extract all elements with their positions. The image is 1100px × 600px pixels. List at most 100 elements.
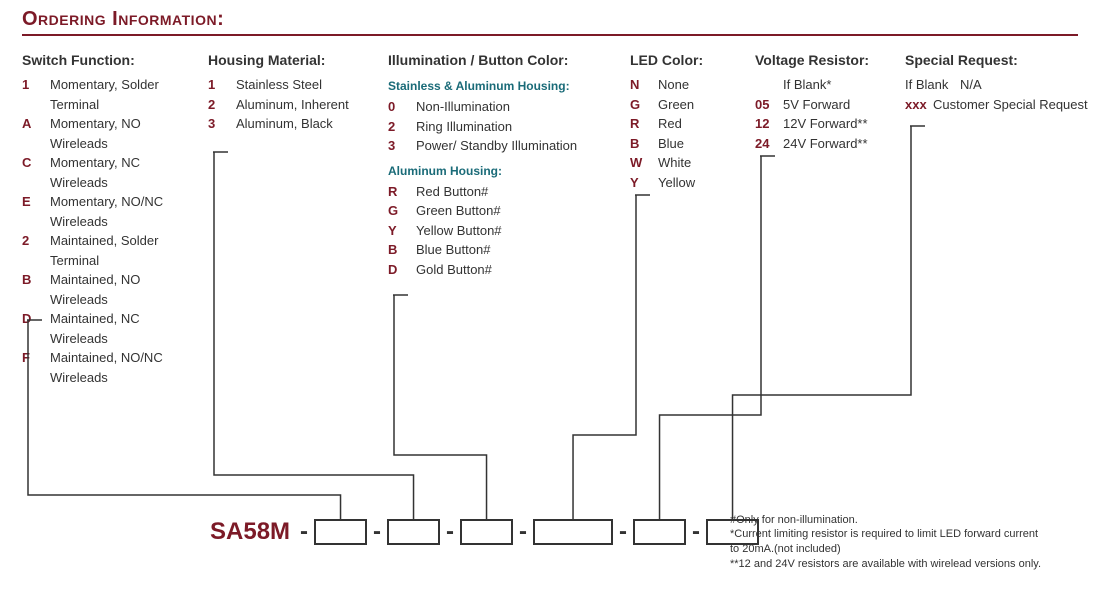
column-voltage-resistor: Voltage Resistor:If Blank*055V Forward12…	[755, 50, 895, 153]
option-row: 1212V Forward**	[755, 114, 895, 134]
option-label: If Blank*	[783, 75, 895, 95]
option-label: Maintained, NO Wireleads	[50, 270, 187, 309]
option-code: 3	[388, 136, 416, 156]
option-label: Momentary, NC Wireleads	[50, 153, 187, 192]
part-box-4	[533, 519, 613, 545]
option-row: DGold Button#	[388, 260, 613, 280]
option-row: BMaintained, NO Wireleads	[22, 270, 187, 309]
page-title: Ordering Information:	[22, 8, 224, 31]
option-label: Red Button#	[416, 182, 613, 202]
option-label: Non-Illumination	[416, 97, 613, 117]
option-label: Power/ Standby Illumination	[416, 136, 613, 156]
part-sep: -	[300, 518, 308, 546]
option-code: N	[630, 75, 658, 95]
option-label: Aluminum, Inherent	[236, 95, 368, 115]
option-row: AMomentary, NO Wireleads	[22, 114, 187, 153]
option-row: RRed	[630, 114, 750, 134]
option-code: 3	[208, 114, 236, 134]
option-code: 2	[208, 95, 236, 115]
part-sep: -	[519, 518, 527, 546]
option-label: Gold Button#	[416, 260, 613, 280]
option-label: Customer Special Request	[933, 95, 1090, 115]
option-row: WWhite	[630, 153, 750, 173]
option-code: 1	[22, 75, 50, 95]
option-label: Stainless Steel	[236, 75, 368, 95]
option-row: 2Aluminum, Inherent	[208, 95, 368, 115]
part-sep: -	[692, 518, 700, 546]
option-row: YYellow	[630, 173, 750, 193]
option-label: Momentary, NO Wireleads	[50, 114, 187, 153]
column-heading: Switch Function:	[22, 50, 187, 71]
option-row: 2424V Forward**	[755, 134, 895, 154]
option-code: D	[388, 260, 416, 280]
option-label: White	[658, 153, 750, 173]
footnote-line: **12 and 24V resistors are available wit…	[730, 557, 1050, 572]
option-code: E	[22, 192, 50, 212]
option-code: W	[630, 153, 658, 173]
option-row: 1Momentary, Solder Terminal	[22, 75, 187, 114]
option-row: CMomentary, NC Wireleads	[22, 153, 187, 192]
option-row: xxxCustomer Special Request	[905, 95, 1090, 115]
option-label: Green Button#	[416, 201, 613, 221]
option-label: 12V Forward**	[783, 114, 895, 134]
part-box-1	[314, 519, 367, 545]
column-switch-function: Switch Function: 1Momentary, Solder Termi…	[22, 50, 187, 387]
option-row: FMaintained, NO/NC Wireleads	[22, 348, 187, 387]
part-sep: -	[446, 518, 454, 546]
option-label: Maintained, Solder Terminal	[50, 231, 187, 270]
option-code: A	[22, 114, 50, 134]
option-row: 055V Forward	[755, 95, 895, 115]
part-number-template: SA58M - - - - - -	[210, 518, 759, 546]
option-row: 3Power/ Standby Illumination	[388, 136, 613, 156]
column-subheading: Stainless & Aluminum Housing:	[388, 77, 613, 95]
option-label: Maintained, NC Wireleads	[50, 309, 187, 348]
option-row: 3Aluminum, Black	[208, 114, 368, 134]
option-row: DMaintained, NC Wireleads	[22, 309, 187, 348]
option-code: 2	[22, 231, 50, 251]
option-code: R	[388, 182, 416, 202]
option-label: Yellow	[658, 173, 750, 193]
column-heading: LED Color:	[630, 50, 750, 71]
option-label: Maintained, NO/NC Wireleads	[50, 348, 187, 387]
option-code: B	[22, 270, 50, 290]
option-row: 2Ring Illumination	[388, 117, 613, 137]
option-row: GGreen	[630, 95, 750, 115]
column-subheading: Aluminum Housing:	[388, 162, 613, 180]
footnotes: #Only for non-illumination. *Current lim…	[730, 513, 1050, 572]
option-label: Ring Illumination	[416, 117, 613, 137]
option-row: 0Non-Illumination	[388, 97, 613, 117]
column-illumination: Illumination / Button Color: Stainless & …	[388, 50, 613, 279]
option-label: None	[658, 75, 750, 95]
option-code: B	[630, 134, 658, 154]
option-row: NNone	[630, 75, 750, 95]
option-code: Y	[630, 173, 658, 193]
option-label: Blue Button#	[416, 240, 613, 260]
column-housing-material: Housing Material: 1Stainless Steel2Alumin…	[208, 50, 368, 134]
column-heading: Illumination / Button Color:	[388, 50, 613, 71]
option-code: R	[630, 114, 658, 134]
option-code: 05	[755, 95, 783, 115]
option-row: BBlue Button#	[388, 240, 613, 260]
option-row: YYellow Button#	[388, 221, 613, 241]
option-code: Y	[388, 221, 416, 241]
option-code: G	[388, 201, 416, 221]
option-code: B	[388, 240, 416, 260]
option-label: Momentary, NO/NC Wireleads	[50, 192, 187, 231]
option-code: If Blank	[905, 75, 960, 95]
part-sep: -	[373, 518, 381, 546]
column-led-color: LED Color: NNoneGGreenRRedBBlueWWhiteYYel…	[630, 50, 750, 192]
part-prefix: SA58M	[210, 518, 290, 546]
option-row: GGreen Button#	[388, 201, 613, 221]
option-label: N/A	[960, 75, 982, 95]
option-row: BBlue	[630, 134, 750, 154]
option-code: C	[22, 153, 50, 173]
column-heading: Housing Material:	[208, 50, 368, 71]
part-box-2	[387, 519, 440, 545]
part-box-3	[460, 519, 513, 545]
option-code: F	[22, 348, 50, 368]
option-row: RRed Button#	[388, 182, 613, 202]
column-heading: Special Request:	[905, 50, 1090, 71]
option-label: Momentary, Solder Terminal	[50, 75, 187, 114]
option-row: 1Stainless Steel	[208, 75, 368, 95]
column-special-request: Special Request: If BlankN/AxxxCustomer S…	[905, 50, 1090, 114]
